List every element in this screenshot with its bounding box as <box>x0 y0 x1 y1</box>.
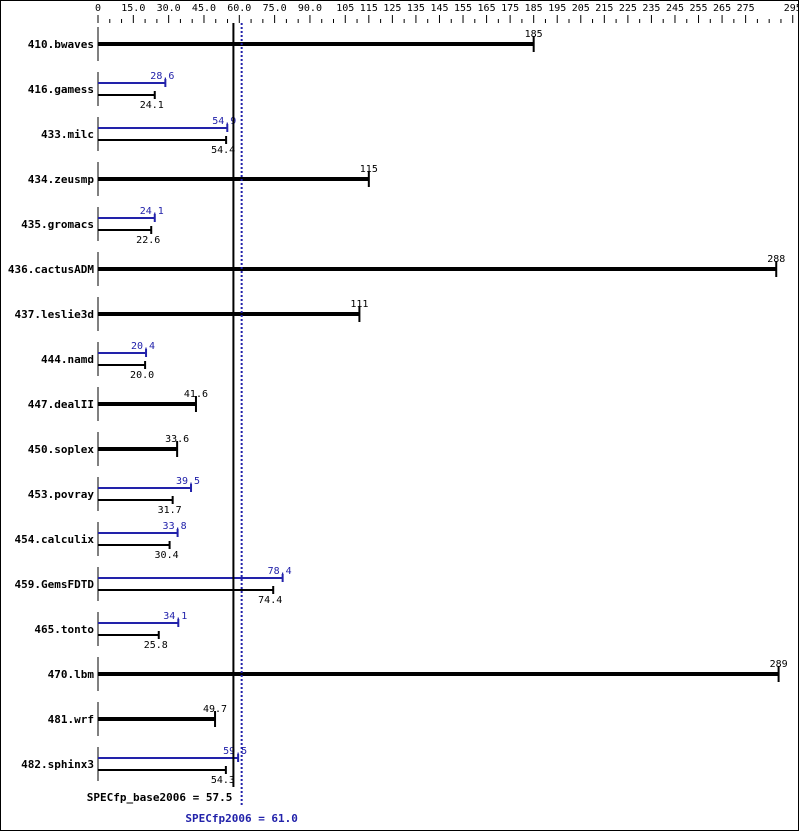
peak-value-label: 39.5 <box>176 476 200 487</box>
tick-label: 245 <box>666 3 684 14</box>
benchmark-label: 435.gromacs <box>21 218 94 231</box>
base-value-label: 111 <box>350 299 368 310</box>
base-bar <box>98 267 777 271</box>
peak-bar <box>98 577 283 579</box>
base-value-label: 185 <box>525 29 543 40</box>
base-value-label: 24.1 <box>140 100 164 111</box>
peak-value-label: 78.4 <box>268 566 292 577</box>
base-bar <box>98 672 779 676</box>
peak-bar <box>98 127 228 129</box>
tick-label: 155 <box>454 3 472 14</box>
tick-label: 225 <box>619 3 637 14</box>
base-value-label: 31.7 <box>158 505 182 516</box>
tick-label: 235 <box>642 3 660 14</box>
tick-label: 15.0 <box>121 3 145 14</box>
benchmark-label: 450.soplex <box>28 443 95 456</box>
tick-label: 255 <box>689 3 707 14</box>
tick-label: 60.0 <box>227 3 251 14</box>
base-bar <box>98 499 173 501</box>
base-bar <box>98 402 196 406</box>
tick-label: 145 <box>430 3 448 14</box>
base-value-label: 41.6 <box>184 389 208 400</box>
tick-label: 175 <box>501 3 519 14</box>
peak-bar <box>98 757 239 759</box>
base-value-label: 22.6 <box>136 235 160 246</box>
base-bar <box>98 94 155 96</box>
peak-bar <box>98 352 147 354</box>
tick-label: 30.0 <box>157 3 181 14</box>
benchmark-label: 481.wrf <box>48 713 94 726</box>
base-bar <box>98 139 227 141</box>
base-value-label: 115 <box>360 164 378 175</box>
tick-label: 165 <box>478 3 496 14</box>
base-reference-label: SPECfp_base2006 = 57.5 <box>87 791 233 804</box>
base-bar <box>98 634 159 636</box>
base-value-label: 33.6 <box>165 434 189 445</box>
tick-label: 90.0 <box>298 3 322 14</box>
peak-value-label: 54.9 <box>212 116 236 127</box>
tick-label: 205 <box>572 3 590 14</box>
peak-value-label: 20.4 <box>131 341 155 352</box>
peak-value-label: 34.1 <box>163 611 187 622</box>
base-value-label: 289 <box>770 659 788 670</box>
peak-value-label: 33.8 <box>163 521 187 532</box>
base-bar <box>98 447 178 451</box>
benchmark-label: 434.zeusmp <box>28 173 95 186</box>
tick-label: 195 <box>548 3 566 14</box>
tick-label: 275 <box>737 3 755 14</box>
base-bar <box>98 589 274 591</box>
peak-reference-label: SPECfp2006 = 61.0 <box>185 812 298 825</box>
peak-value-label: 24.1 <box>140 206 164 217</box>
tick-label: 125 <box>383 3 401 14</box>
base-value-label: 20.0 <box>130 370 154 381</box>
peak-bar <box>98 622 179 624</box>
base-bar <box>98 717 216 721</box>
tick-label: 115 <box>360 3 378 14</box>
base-bar <box>98 229 152 231</box>
benchmark-label: 447.dealII <box>28 398 94 411</box>
benchmark-label: 433.milc <box>41 128 94 141</box>
base-bar <box>98 544 170 546</box>
peak-bar <box>98 532 178 534</box>
peak-bar <box>98 82 166 84</box>
base-value-label: 49.7 <box>203 704 227 715</box>
base-value-label: 288 <box>767 254 785 265</box>
benchmark-label: 453.povray <box>28 488 95 501</box>
benchmark-label: 465.tonto <box>34 623 94 636</box>
tick-label: 185 <box>525 3 543 14</box>
tick-label: 295 <box>784 3 798 14</box>
base-bar <box>98 42 534 46</box>
peak-value-label: 28.6 <box>150 71 174 82</box>
tick-label: 215 <box>595 3 613 14</box>
base-value-label: 54.4 <box>211 145 235 156</box>
base-value-label: 74.4 <box>258 595 282 606</box>
tick-label: 75.0 <box>263 3 287 14</box>
tick-label: 0 <box>95 3 101 14</box>
benchmark-label: 454.calculix <box>15 533 95 546</box>
base-bar <box>98 312 360 316</box>
base-value-label: 30.4 <box>155 550 179 561</box>
peak-value-label: 59.5 <box>223 746 247 757</box>
benchmark-label: 444.namd <box>41 353 94 366</box>
benchmark-label: 416.gamess <box>28 83 94 96</box>
benchmark-label: 459.GemsFDTD <box>15 578 95 591</box>
tick-label: 135 <box>407 3 425 14</box>
benchmark-label: 437.leslie3d <box>15 308 94 321</box>
benchmark-label: 436.cactusADM <box>8 263 94 276</box>
benchmark-label: 482.sphinx3 <box>21 758 94 771</box>
benchmark-label: 470.lbm <box>48 668 95 681</box>
base-bar <box>98 769 226 771</box>
base-value-label: 25.8 <box>144 640 168 651</box>
peak-bar <box>98 217 155 219</box>
base-bar <box>98 364 146 366</box>
tick-label: 105 <box>336 3 354 14</box>
benchmark-label: 410.bwaves <box>28 38 94 51</box>
base-value-label: 54.3 <box>211 775 235 786</box>
tick-label: 265 <box>713 3 731 14</box>
tick-label: 45.0 <box>192 3 216 14</box>
peak-bar <box>98 487 192 489</box>
